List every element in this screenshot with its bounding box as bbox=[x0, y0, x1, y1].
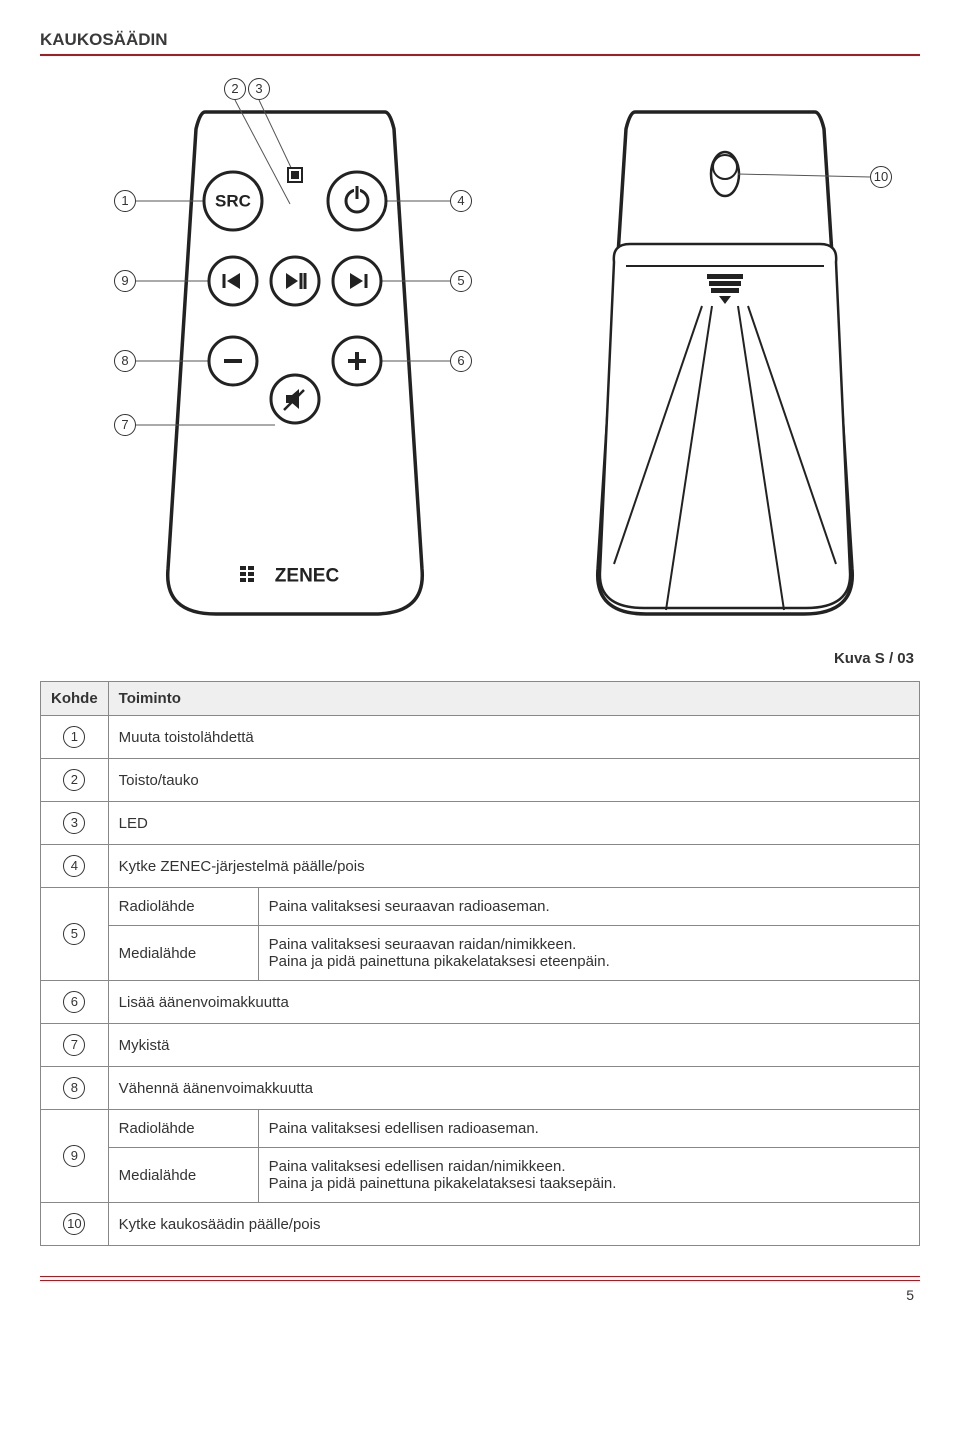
row2-num: 2 bbox=[63, 769, 85, 791]
row5-desc-a: Paina valitaksesi seuraavan radioaseman. bbox=[258, 888, 919, 926]
callout-9: 9 bbox=[114, 270, 136, 292]
remotes-diagram: 2 3 1 4 9 5 8 6 7 SRC bbox=[40, 74, 920, 644]
row7-text: Mykistä bbox=[108, 1024, 919, 1067]
callout-1: 1 bbox=[114, 190, 136, 212]
row1-num: 1 bbox=[63, 726, 85, 748]
row9-src-b: Medialähde bbox=[108, 1148, 258, 1203]
row1-text: Muuta toistolähdettä bbox=[108, 716, 919, 759]
row2-text: Toisto/tauko bbox=[108, 759, 919, 802]
row9-desc-a: Paina valitaksesi edellisen radioaseman. bbox=[258, 1110, 919, 1148]
row4-text: Kytke ZENEC-järjestelmä päälle/pois bbox=[108, 845, 919, 888]
row7-num: 7 bbox=[63, 1034, 85, 1056]
th-kohde: Kohde bbox=[41, 682, 109, 716]
callout-6: 6 bbox=[450, 350, 472, 372]
row3-num: 3 bbox=[63, 812, 85, 834]
row10-num: 10 bbox=[63, 1213, 85, 1235]
page-number: 5 bbox=[40, 1281, 920, 1303]
row5-src-a: Radiolähde bbox=[108, 888, 258, 926]
section-title: KAUKOSÄÄDIN bbox=[40, 30, 920, 56]
row5-num: 5 bbox=[63, 923, 85, 945]
row6-num: 6 bbox=[63, 991, 85, 1013]
row5-desc-b: Paina valitaksesi seuraavan raidan/nimik… bbox=[258, 926, 919, 981]
callout-5: 5 bbox=[450, 270, 472, 292]
callout-3: 3 bbox=[248, 78, 270, 100]
row6-text: Lisää äänenvoimakkuutta bbox=[108, 981, 919, 1024]
figure-caption: Kuva S / 03 bbox=[40, 650, 914, 667]
row8-text: Vähennä äänenvoimakkuutta bbox=[108, 1067, 919, 1110]
remote-back: 10 bbox=[550, 74, 900, 644]
row4-num: 4 bbox=[63, 855, 85, 877]
row9-desc-b: Paina valitaksesi edellisen raidan/nimik… bbox=[258, 1148, 919, 1203]
row8-num: 8 bbox=[63, 1077, 85, 1099]
callout-4: 4 bbox=[450, 190, 472, 212]
row9-src-a: Radiolähde bbox=[108, 1110, 258, 1148]
callout-10: 10 bbox=[870, 166, 892, 188]
callout-8: 8 bbox=[114, 350, 136, 372]
callout-7: 7 bbox=[114, 414, 136, 436]
row3-text: LED bbox=[108, 802, 919, 845]
svg-text:ZENEC: ZENEC bbox=[275, 566, 340, 587]
svg-text:SRC: SRC bbox=[215, 192, 251, 211]
row9-num: 9 bbox=[63, 1145, 85, 1167]
remote-front: 2 3 1 4 9 5 8 6 7 SRC bbox=[120, 74, 470, 644]
th-toiminto: Toiminto bbox=[108, 682, 919, 716]
callout-2: 2 bbox=[224, 78, 246, 100]
row5-src-b: Medialähde bbox=[108, 926, 258, 981]
function-table: Kohde Toiminto 1 Muuta toistolähdettä 2 … bbox=[40, 681, 920, 1246]
row10-text: Kytke kaukosäädin päälle/pois bbox=[108, 1203, 919, 1246]
